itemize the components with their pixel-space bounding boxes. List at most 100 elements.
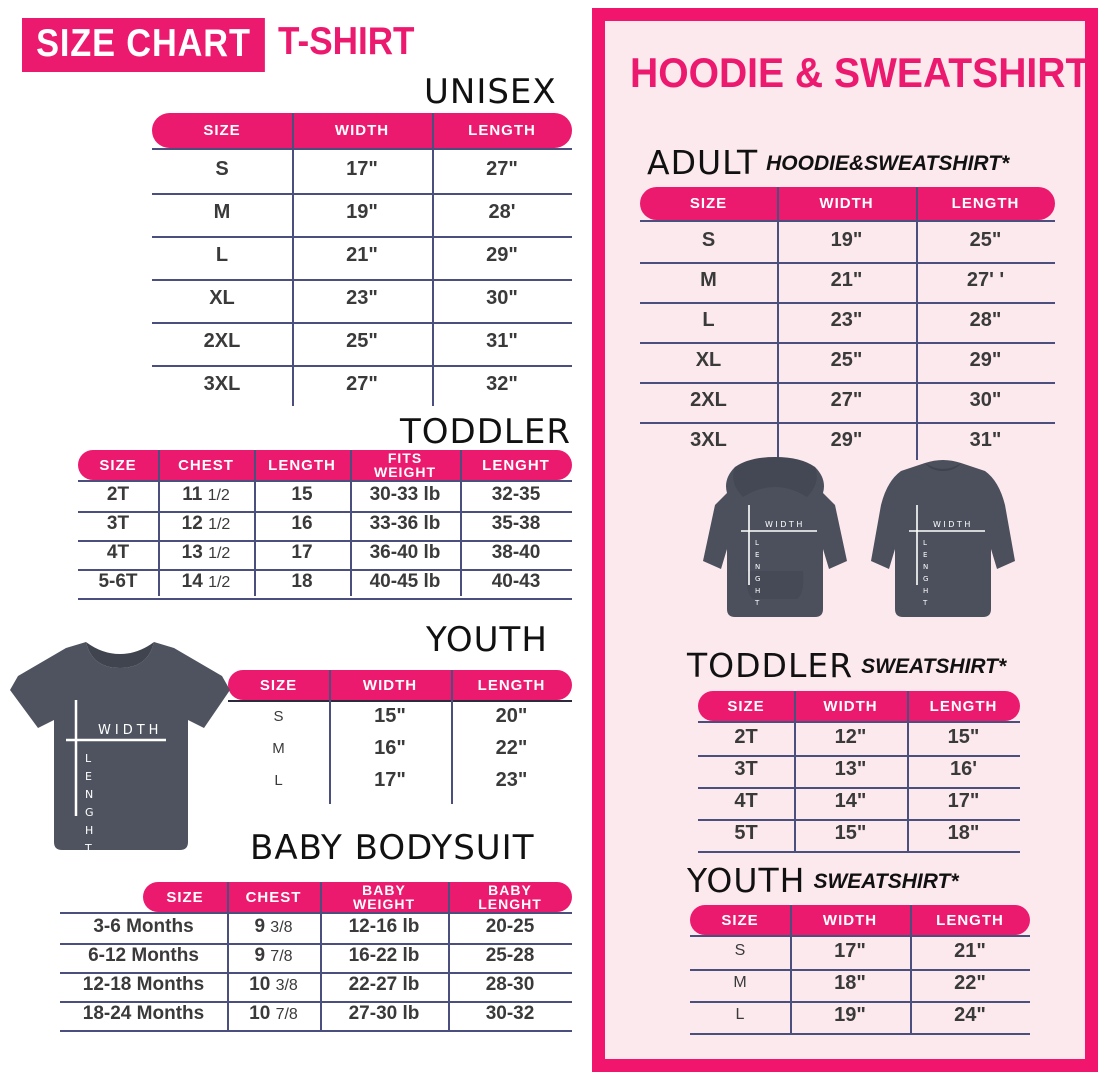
column-divider xyxy=(254,450,256,596)
row-separator xyxy=(60,972,572,974)
table-row: S 15" 20" xyxy=(228,700,572,732)
svg-text:WIDTH: WIDTH xyxy=(933,520,973,529)
column-divider xyxy=(790,905,792,1033)
column-header-baby-lenght: BABY LENGHT xyxy=(478,882,542,912)
column-divider xyxy=(460,450,462,596)
table-row: S 19" 25" xyxy=(640,220,1055,260)
youth-table-body: S 15" 20" M 16" 22" L 17" 23" xyxy=(228,670,572,804)
baby-table-header: SIZE CHEST BABY WEIGHT BABY LENGHT xyxy=(143,882,572,912)
table-cell: 17" xyxy=(947,789,980,812)
column-divider xyxy=(777,187,779,460)
table-row: S 17" 27" xyxy=(152,148,572,191)
table-cell: 12 1/2 xyxy=(181,512,231,534)
table-row: 18-24 Months 10 7/8 27-30 lb 30-32 xyxy=(60,999,572,1028)
tshirt-title: T-SHIRT xyxy=(278,20,415,63)
toddler-sw-heading-group: TODDLER SWEATSHIRT* xyxy=(687,646,1006,685)
table-cell: 3-6 Months xyxy=(93,915,194,937)
svg-text:WIDTH: WIDTH xyxy=(98,723,162,738)
table-row: L 17" 23" xyxy=(228,764,572,796)
toddler-table-header: SIZE CHEST LENGTH FITS WEIGHT LENGHT xyxy=(78,450,572,480)
table-cell: S xyxy=(701,228,716,251)
column-header-width: WIDTH xyxy=(819,195,874,212)
table-cell: 3XL xyxy=(203,373,241,395)
row-separator xyxy=(640,302,1055,304)
column-header-width: WIDTH xyxy=(823,697,878,715)
table-cell: S xyxy=(734,942,746,959)
svg-text:T: T xyxy=(84,842,92,855)
youth-sw-table-body: S 17" 21" M 18" 22" L 19" 24" xyxy=(690,905,1030,1035)
table-cell: 30-32 xyxy=(485,1002,535,1024)
table-cell: 32" xyxy=(486,373,518,395)
column-divider xyxy=(329,670,331,804)
row-separator xyxy=(78,511,572,513)
row-separator xyxy=(640,342,1055,344)
table-cell: S xyxy=(273,707,284,725)
table-cell: 5-6T xyxy=(98,570,138,592)
row-separator xyxy=(698,819,1020,821)
table-cell: 29" xyxy=(486,244,518,266)
table-cell: 27" xyxy=(486,158,518,180)
table-cell: 20-25 xyxy=(485,915,535,937)
column-header-width: WIDTH xyxy=(362,676,418,694)
youth-sw-subheading: SWEATSHIRT* xyxy=(813,870,959,893)
youth-sw-heading: YOUTH xyxy=(687,861,806,900)
table-cell: 18" xyxy=(947,821,980,844)
unisex-table-body: S 17" 27" M 19" 28' L 21" 29" XL 23" 30" 2XL 25" 31" 3X… xyxy=(152,113,572,406)
table-top-rule xyxy=(698,721,1020,723)
column-header-size: SIZE xyxy=(259,676,298,694)
table-cell: 2XL xyxy=(203,330,241,352)
table-cell: 30-33 lb xyxy=(369,483,441,505)
column-divider xyxy=(350,450,352,596)
table-row: L 19" 24" xyxy=(690,999,1030,1031)
table-cell: 22-27 lb xyxy=(348,973,420,995)
table-top-rule xyxy=(152,148,572,150)
row-separator xyxy=(60,1001,572,1003)
table-cell: 2T xyxy=(734,725,758,748)
table-row: 3T 13" 16' xyxy=(698,753,1020,785)
column-header-chest: CHEST xyxy=(178,456,234,474)
table-cell: 19" xyxy=(346,201,378,223)
column-header-size: SIZE xyxy=(166,888,204,906)
row-separator xyxy=(152,279,572,281)
table-cell: 15 xyxy=(291,483,313,505)
youth-table-header: SIZE WIDTH LENGTH xyxy=(228,670,572,700)
hoodie-sweatshirt-panel: HOODIE & SWEATSHIRT ADULT HOODIE&SWEATSHI… xyxy=(592,8,1098,1072)
adult-heading: ADULT xyxy=(647,143,759,182)
table-cell: 18" xyxy=(834,971,866,994)
table-cell: 4T xyxy=(106,541,130,563)
table-row: 2XL 25" 31" xyxy=(152,320,572,363)
table-cell: 36-40 lb xyxy=(369,541,441,563)
svg-text:G: G xyxy=(85,806,94,819)
toddler-sw-table-header: SIZE WIDTH LENGTH xyxy=(698,691,1020,721)
row-separator xyxy=(640,382,1055,384)
table-cell: 10 3/8 xyxy=(249,973,298,995)
table-cell: 18-24 Months xyxy=(82,1002,205,1024)
row-separator xyxy=(78,598,572,600)
svg-text:L: L xyxy=(923,539,927,547)
table-cell: 23" xyxy=(495,768,528,791)
table-row: 5-6T 14 1/2 18 40-45 lb 40-43 xyxy=(78,567,572,596)
table-cell: 25" xyxy=(346,330,378,352)
table-cell: 15" xyxy=(834,821,867,844)
table-cell: 16" xyxy=(374,736,406,759)
svg-text:N: N xyxy=(85,788,93,801)
row-separator xyxy=(698,755,1020,757)
table-cell: 19" xyxy=(834,1003,866,1026)
table-cell: 23" xyxy=(346,287,378,309)
table-cell: 4T xyxy=(734,789,758,812)
svg-text:L: L xyxy=(85,752,92,765)
table-cell: 2T xyxy=(106,483,130,505)
table-cell: 25" xyxy=(969,228,1002,251)
table-row: 3T 12 1/2 16 33-36 lb 35-38 xyxy=(78,509,572,538)
hoodie-sweatshirt-title: HOODIE & SWEATSHIRT xyxy=(630,49,1090,96)
table-cell: 29" xyxy=(830,428,863,451)
table-cell: 21" xyxy=(346,244,378,266)
table-row: 3-6 Months 9 3/8 12-16 lb 20-25 xyxy=(60,912,572,941)
table-row: S 17" 21" xyxy=(690,935,1030,967)
table-row: 6-12 Months 9 7/8 16-22 lb 25-28 xyxy=(60,941,572,970)
row-separator xyxy=(60,1030,572,1032)
table-cell: 24" xyxy=(954,1003,986,1026)
table-cell: 27' ' xyxy=(966,268,1005,291)
table-row: M 19" 28' xyxy=(152,191,572,234)
table-cell: 28" xyxy=(969,308,1002,331)
